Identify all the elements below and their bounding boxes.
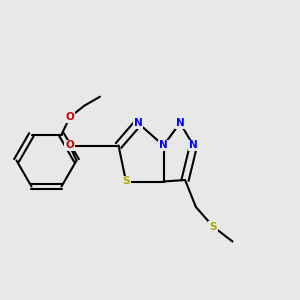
Text: O: O [65,140,74,151]
Text: S: S [209,221,217,232]
Text: N: N [159,140,168,151]
Text: N: N [176,118,184,128]
Text: N: N [189,140,198,151]
Text: O: O [65,112,74,122]
Text: N: N [134,118,142,128]
Text: S: S [122,176,130,187]
